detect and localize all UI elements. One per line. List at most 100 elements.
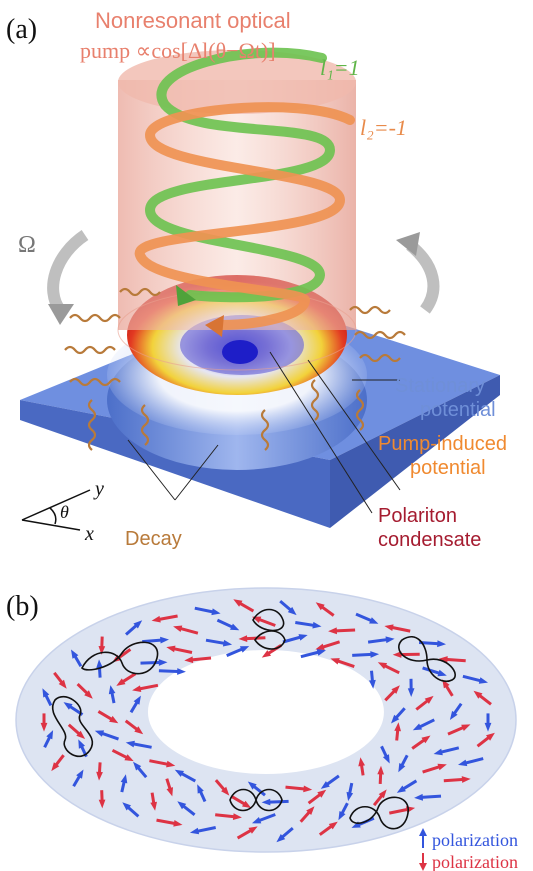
axis-x-label: x — [84, 523, 94, 545]
polarization-arrow — [140, 659, 168, 666]
polarization-arrow — [197, 784, 207, 803]
polarization-arrow — [318, 821, 338, 836]
polarization-arrow — [433, 746, 460, 756]
polarization-arrow — [338, 802, 349, 821]
polarization-arrow — [396, 779, 418, 793]
polarization-arrow — [111, 748, 134, 762]
pump-cylinder-top — [118, 50, 356, 114]
polarization-arrow — [236, 826, 258, 840]
polarization-arrow — [189, 826, 217, 835]
polarization-arrow — [98, 790, 106, 809]
polarization-arrow — [328, 627, 356, 635]
polarization-arrow — [307, 789, 327, 805]
polarization-arrow — [151, 614, 178, 623]
helix-l1-arrowhead — [176, 285, 196, 306]
polarization-arrow — [129, 695, 141, 714]
polarization-arrow — [216, 618, 240, 631]
polarization-arrow — [252, 813, 276, 824]
polarization-arrow — [42, 688, 53, 707]
polarization-arrow — [422, 666, 447, 677]
ring — [16, 588, 517, 852]
pump-label-line2: pump ∝cos[Δl(θ−Ωt)] — [80, 38, 276, 63]
polarization-arrow — [330, 658, 355, 669]
polarization-arrow — [174, 769, 197, 783]
polarization-arrow — [394, 722, 401, 741]
polarization-arrow — [384, 624, 411, 633]
polarization-arrow — [158, 668, 186, 675]
polarization-arrow — [447, 724, 471, 736]
polarization-arrow — [449, 702, 463, 720]
helix-l2-arrowhead — [205, 315, 224, 337]
legend-red-label: polarization — [432, 852, 518, 871]
polarization-arrow — [367, 636, 395, 644]
pump-label-line1: Nonresonant optical — [95, 8, 291, 33]
polarization-arrow — [124, 719, 144, 735]
polarization-arrow — [51, 754, 65, 772]
polarization-arrow — [125, 740, 152, 749]
legend-blue: polarization — [419, 828, 518, 850]
helix-l1-green — [144, 47, 336, 303]
l1-label: l₁=1 — [320, 55, 360, 80]
polarization-arrow — [484, 713, 492, 732]
decay-label: Decay — [125, 528, 182, 550]
polarization-arrow — [346, 782, 354, 802]
polarization-arrow — [71, 649, 83, 667]
polarization-arrow — [184, 656, 212, 664]
polarization-arrow — [133, 761, 148, 779]
polarization-arrow — [76, 683, 93, 699]
polarization-arrow — [391, 707, 406, 724]
polarization-arrow — [299, 806, 315, 823]
polarization-arrow — [476, 732, 495, 748]
polarization-arrow — [156, 818, 183, 827]
polarization-arrow — [412, 718, 435, 731]
polarization-arrow — [215, 813, 242, 820]
polarization-arrow — [300, 649, 326, 659]
polarization-arrow — [411, 735, 431, 750]
polarization-arrow — [438, 656, 466, 663]
polarization-arrow — [422, 763, 447, 774]
polarization-arrow — [415, 695, 434, 711]
polarization-arrow — [279, 599, 297, 616]
polarization-arrow — [377, 765, 384, 784]
omega-label: Ω — [18, 232, 36, 258]
panel-a-label: (a) — [6, 14, 37, 45]
substrate-front-left — [20, 400, 330, 528]
stationary-label-2: potential — [420, 399, 496, 421]
polarization-arrow — [285, 785, 313, 793]
polarization-arrow — [315, 602, 335, 617]
polarization-arrow — [53, 671, 67, 689]
polariton-label-1: Polariton — [378, 505, 457, 527]
polarization-arrow — [352, 651, 380, 658]
pump-induced-label-2: potential — [410, 457, 486, 479]
polarization-arrow — [407, 678, 415, 697]
substrate-front-right — [330, 375, 500, 528]
polarization-arrow — [372, 789, 387, 807]
legend-blue-label: polarization — [432, 830, 518, 850]
leader-lines — [127, 351, 401, 514]
polarization-arrow — [72, 769, 84, 787]
polarization-arrow — [458, 757, 484, 767]
polarization-arrow — [108, 685, 116, 704]
polarization-arrow — [94, 730, 119, 741]
polarization-arrow — [67, 723, 86, 739]
decay-waves — [64, 287, 406, 451]
polarization-arrow — [384, 685, 400, 702]
ring-outer-rim — [15, 587, 517, 853]
rotation-arrow-right-head — [396, 232, 420, 256]
polarization-arrow — [358, 757, 365, 776]
polarization-arrow — [132, 683, 159, 692]
axis-y-label: y — [93, 478, 104, 500]
axes — [21, 489, 91, 531]
polarization-arrow — [150, 792, 157, 811]
polarization-arrow — [355, 612, 379, 624]
rotation-arrow-right — [406, 240, 440, 314]
polarization-arrow — [43, 730, 54, 748]
polariton-label-2: condensate — [378, 529, 481, 551]
polarization-arrow — [177, 801, 196, 816]
figure-eight-loops — [51, 608, 456, 830]
polarization-arrow — [122, 802, 140, 818]
polarization-arrow — [166, 645, 193, 654]
polarization-arrow — [40, 713, 48, 732]
helix-l2-orange — [135, 102, 355, 330]
polarization-arrow — [315, 640, 341, 650]
